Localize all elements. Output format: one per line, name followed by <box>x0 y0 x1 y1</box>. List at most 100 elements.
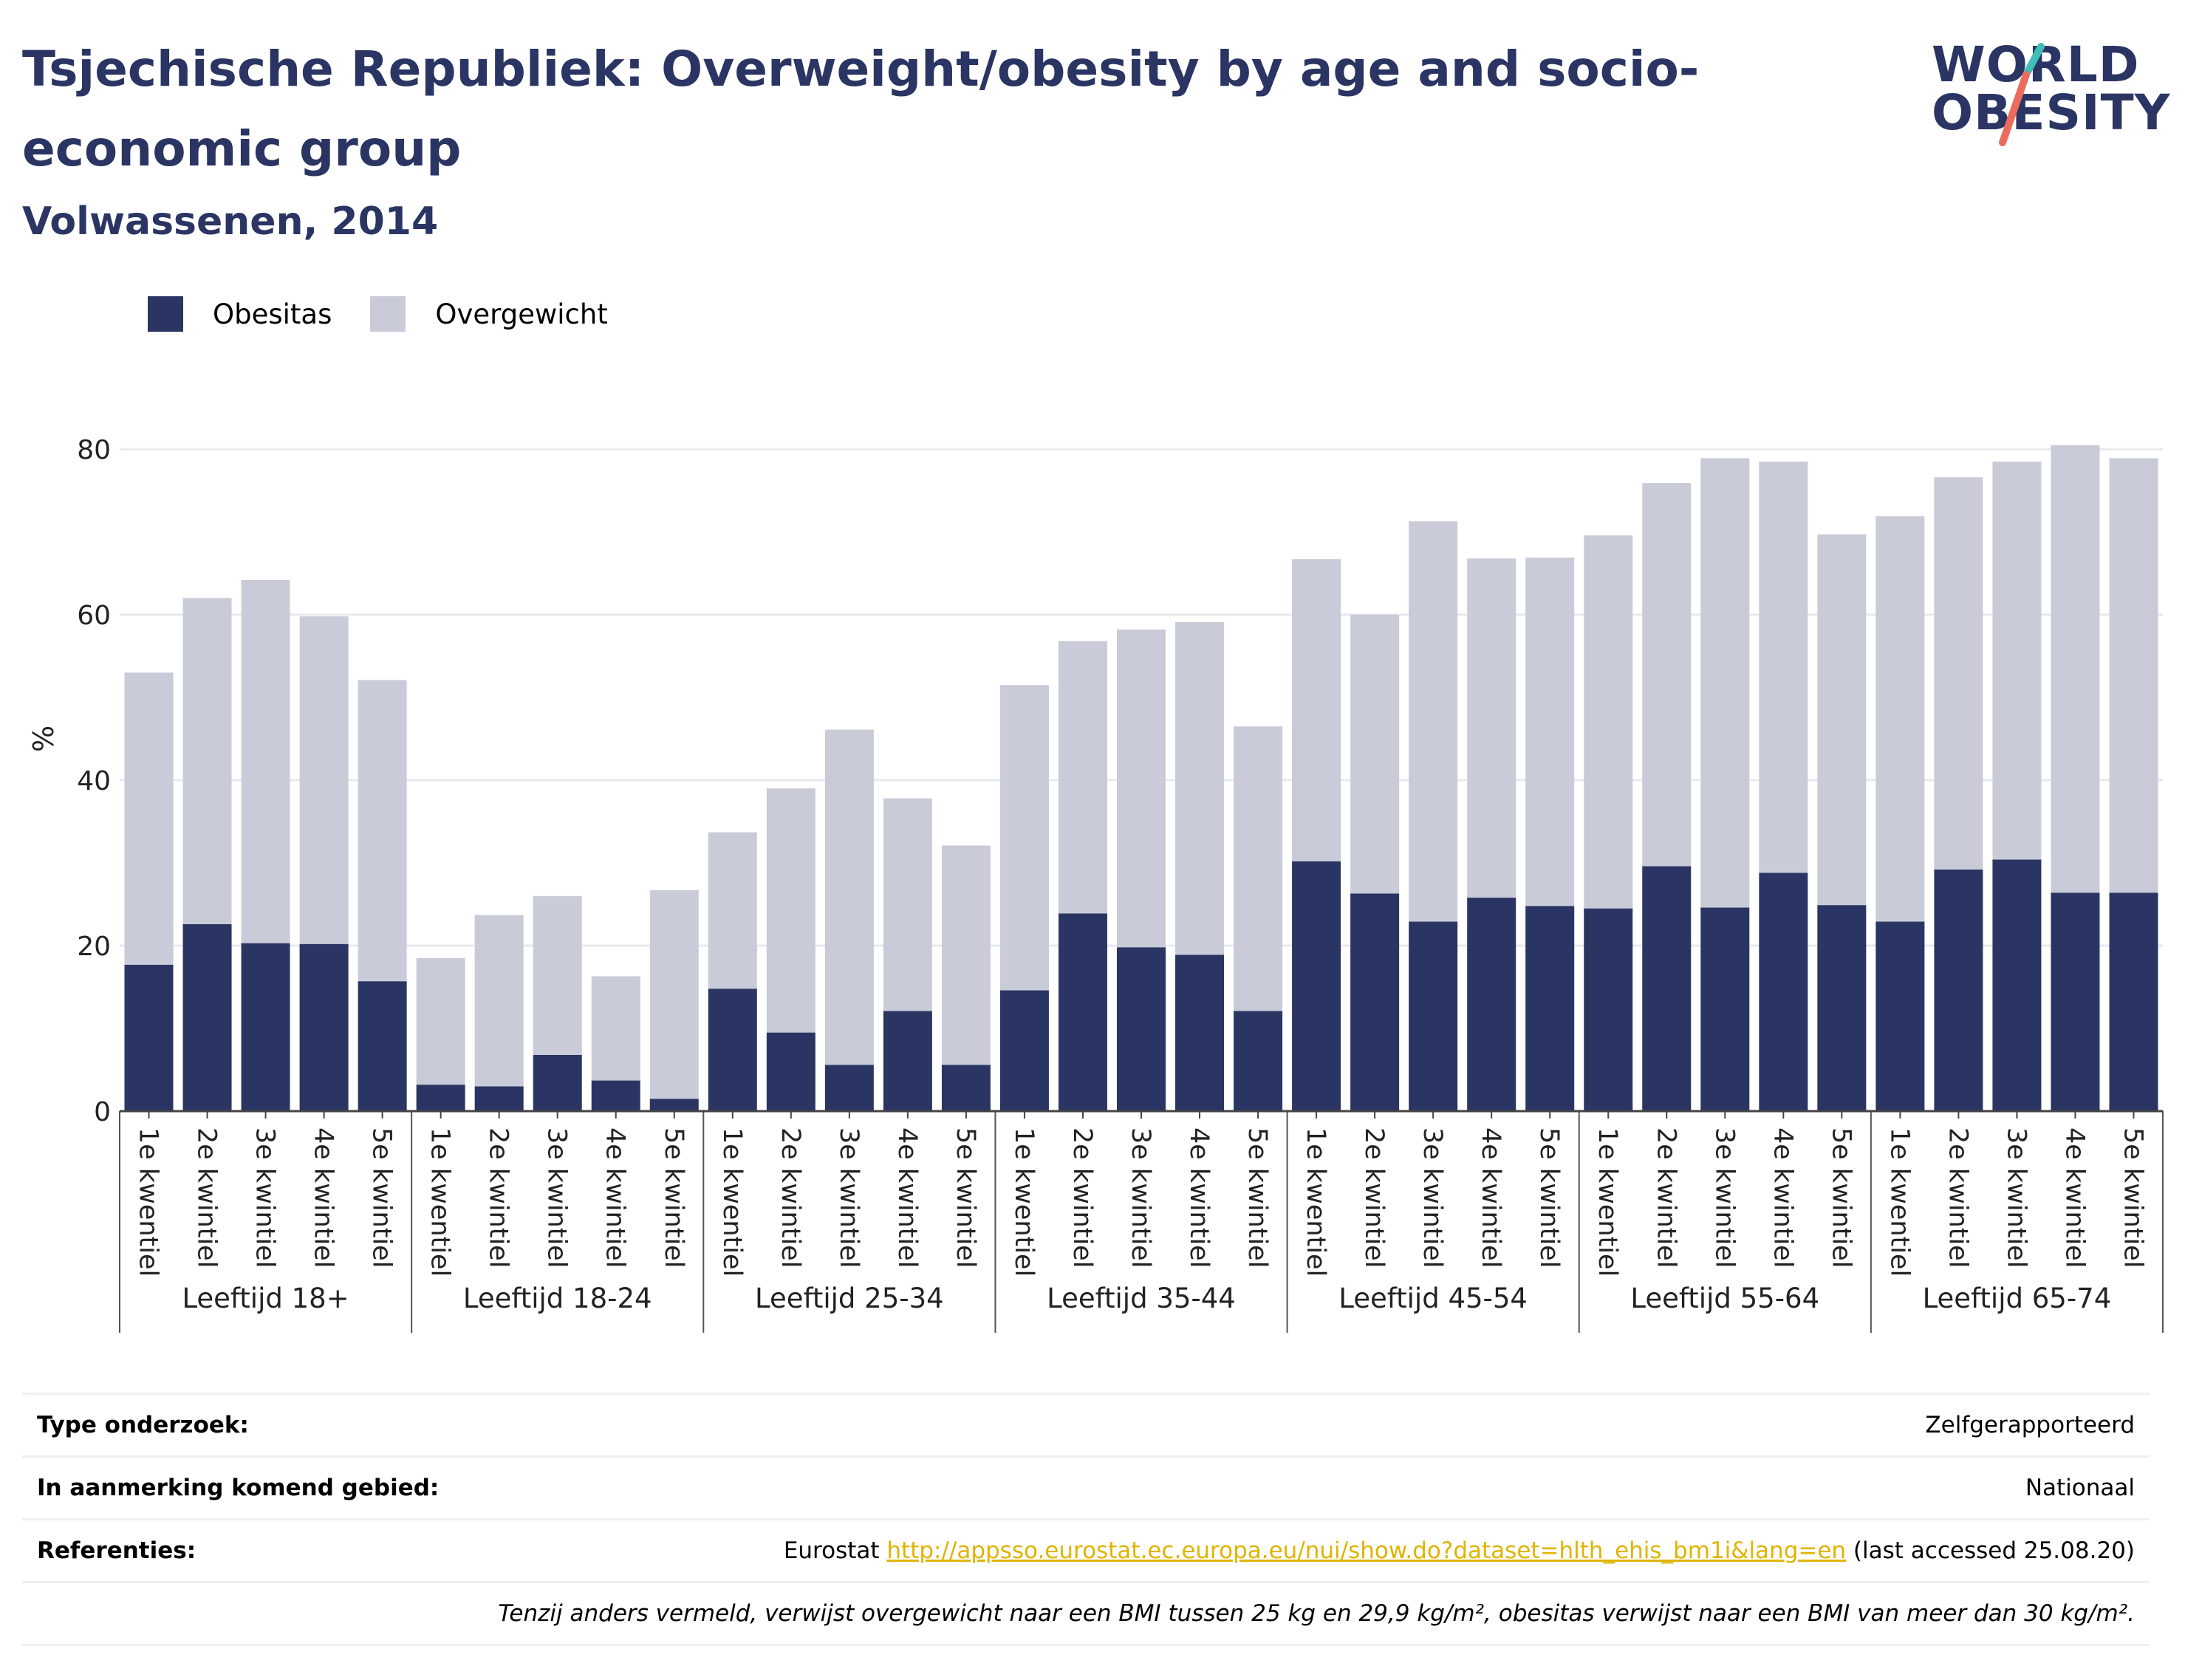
x-tick-label: 1e kwentiel <box>134 1127 163 1277</box>
world-obesity-logo: WORLD OBESITY <box>1924 26 2169 155</box>
bar-obesitas <box>1642 866 1692 1111</box>
bar-overgewicht <box>416 957 465 1085</box>
bar-obesitas <box>708 988 757 1111</box>
chart-subtitle: Volwassenen, 2014 <box>22 199 439 244</box>
bar-overgewicht <box>1875 516 1925 922</box>
bar-obesitas <box>182 923 232 1111</box>
bar-overgewicht <box>1350 615 1400 894</box>
x-tick-label: 2e kwintiel <box>1359 1127 1389 1268</box>
bmi-note: Tenzij anders vermeld, verwijst overgewi… <box>498 1600 2135 1627</box>
x-tick-label: 5e kwintiel <box>659 1127 688 1268</box>
bar-overgewicht <box>1934 477 1983 870</box>
legend-item-overgewicht[interactable]: Overgewicht <box>370 296 608 332</box>
bar-overgewicht <box>182 598 232 924</box>
bar-obesitas <box>1700 907 1750 1111</box>
legend-swatch-obesitas <box>148 296 183 332</box>
bar-obesitas <box>1759 873 1808 1111</box>
bar-overgewicht <box>533 895 582 1055</box>
bar-obesitas <box>591 1080 640 1111</box>
bar-obesitas <box>358 981 407 1111</box>
references-prefix: Eurostat <box>783 1537 887 1564</box>
bar-overgewicht <box>1759 461 1808 873</box>
bar-overgewicht <box>358 680 407 982</box>
bar-obesitas <box>766 1032 815 1111</box>
x-tick-label: 3e kwintiel <box>542 1127 572 1268</box>
x-tick-label: 3e kwintiel <box>250 1127 280 1268</box>
x-tick-label: 3e kwintiel <box>834 1127 864 1268</box>
bar-obesitas <box>1292 861 1341 1111</box>
x-tick-label: 1e kwentiel <box>425 1127 455 1277</box>
x-tick-label: 1e kwentiel <box>1593 1127 1622 1277</box>
x-tick-label: 4e kwintiel <box>309 1127 338 1268</box>
bar-overgewicht <box>2051 445 2100 893</box>
bar-obesitas <box>824 1065 874 1111</box>
x-tick-label: 5e kwintiel <box>2118 1127 2147 1268</box>
bar-obesitas <box>1234 1011 1283 1111</box>
bar-overgewicht <box>766 788 815 1033</box>
x-tick-label: 4e kwintiel <box>1184 1127 1214 1268</box>
legend-swatch-overgewicht <box>370 296 406 332</box>
references-label: Referenties: <box>37 1537 196 1564</box>
info-row-survey-type: Type onderzoek: Zelfgerapporteerd <box>22 1393 2150 1455</box>
bar-overgewicht <box>1467 558 1516 898</box>
bar-obesitas <box>1467 898 1516 1111</box>
x-tick-label: 4e kwintiel <box>1768 1127 1797 1268</box>
bar-obesitas <box>1409 921 1458 1111</box>
group-label: Leeftijd 18-24 <box>463 1283 652 1314</box>
bar-obesitas <box>2051 892 2100 1111</box>
y-tick-label: 40 <box>77 766 111 796</box>
survey-type-value: Zelfgerapporteerd <box>1925 1412 2135 1438</box>
y-tick-label: 60 <box>77 601 111 631</box>
info-row-note: Tenzij anders vermeld, verwijst overgewi… <box>22 1581 2150 1646</box>
group-label: Leeftijd 25-34 <box>755 1283 944 1314</box>
bar-obesitas <box>999 990 1049 1111</box>
info-row-references: Referenties: Eurostat http://appsso.euro… <box>22 1518 2150 1581</box>
chart-title: Tsjechische Republiek: Overweight/obesit… <box>22 41 1700 177</box>
x-tick-label: 2e kwintiel <box>484 1127 513 1268</box>
bar-overgewicht <box>883 798 932 1011</box>
references-link[interactable]: http://appsso.eurostat.ec.europa.eu/nui/… <box>886 1537 1847 1564</box>
group-label: Leeftijd 55-64 <box>1630 1283 1819 1314</box>
bar-overgewicht <box>241 579 290 943</box>
x-tick-label: 1e kwentiel <box>1884 1127 1914 1277</box>
x-tick-label: 3e kwintiel <box>1126 1127 1155 1268</box>
legend-label-obesitas: Obesitas <box>213 298 332 330</box>
y-axis-label: % <box>27 725 60 752</box>
bar-overgewicht <box>299 616 349 944</box>
bar-obesitas <box>883 1011 932 1111</box>
legend-label-overgewicht: Overgewicht <box>435 298 608 330</box>
bar-obesitas <box>2109 892 2158 1111</box>
bar-overgewicht <box>708 832 757 989</box>
info-row-area: In aanmerking komend gebied: Nationaal <box>22 1455 2150 1518</box>
bar-obesitas <box>1525 906 1575 1111</box>
x-tick-label: 1e kwentiel <box>1301 1127 1330 1277</box>
survey-type-label: Type onderzoek: <box>37 1412 249 1438</box>
bar-obesitas <box>1058 913 1107 1111</box>
x-tick-label: 4e kwintiel <box>1476 1127 1505 1268</box>
chart-legend: Obesitas Overgewicht <box>148 294 646 334</box>
y-tick-label: 0 <box>94 1097 111 1127</box>
bar-overgewicht <box>474 915 524 1087</box>
x-tick-label: 4e kwintiel <box>892 1127 922 1268</box>
x-tick-label: 3e kwintiel <box>2001 1127 2031 1268</box>
logo-slash-icon <box>1999 43 2045 146</box>
area-value: Nationaal <box>2025 1475 2135 1501</box>
bar-overgewicht <box>591 976 640 1081</box>
bar-obesitas <box>1117 947 1166 1111</box>
y-tick-label: 20 <box>77 932 111 962</box>
bar-obesitas <box>1817 905 1867 1111</box>
group-label: Leeftijd 45-54 <box>1338 1283 1528 1314</box>
bar-overgewicht <box>649 889 699 1099</box>
bar-overgewicht <box>1700 458 1750 908</box>
bar-overgewicht <box>124 672 174 965</box>
x-tick-label: 2e kwintiel <box>1943 1127 1972 1268</box>
group-label: Leeftijd 35-44 <box>1047 1283 1236 1314</box>
bar-obesitas <box>941 1065 991 1111</box>
x-tick-label: 5e kwintiel <box>367 1127 397 1268</box>
legend-item-obesitas[interactable]: Obesitas <box>148 296 332 332</box>
bar-obesitas <box>416 1085 465 1111</box>
bar-overgewicht <box>2109 458 2158 893</box>
bar-obesitas <box>1584 908 1633 1111</box>
bar-obesitas <box>1934 869 1983 1111</box>
bar-obesitas <box>1175 955 1225 1111</box>
